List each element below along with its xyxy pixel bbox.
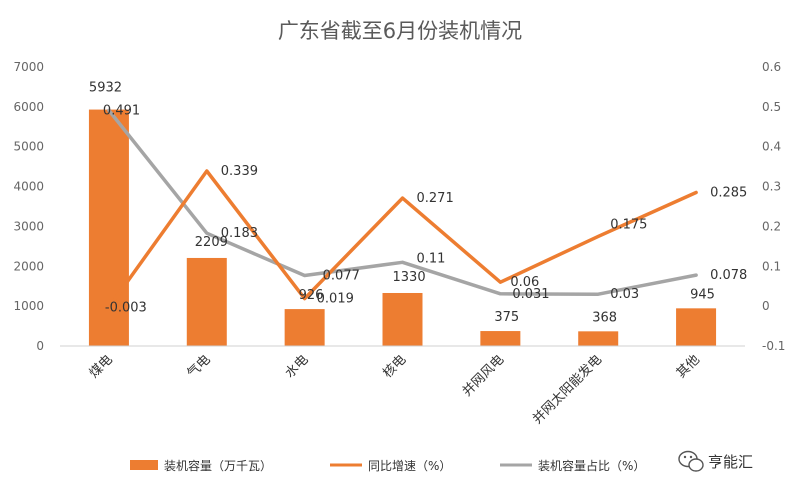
category-label: 并网太阳能发电 (529, 352, 605, 428)
legend-label-growth: 同比增速（%） (368, 459, 451, 473)
bar-value-label: 926 (299, 288, 324, 303)
left-tick-label: 3000 (13, 219, 44, 233)
right-tick-label: 0.2 (762, 219, 781, 233)
left-axis: 0 1000 2000 3000 4000 5000 6000 7000 (13, 60, 44, 353)
right-tick-label: 0 (762, 299, 770, 313)
share-value-label: 0.031 (512, 287, 549, 302)
right-axis: -0.1 0 0.1 0.2 0.3 0.4 0.5 0.6 (762, 60, 785, 353)
legend: 装机容量（万千瓦） 同比增速（%） 装机容量占比（%） (130, 458, 645, 473)
legend-swatch-capacity (130, 460, 158, 470)
line-yoy-growth (107, 169, 698, 310)
category-label: 水电 (282, 352, 311, 381)
bar-value-label: 368 (592, 310, 617, 325)
data-labels: 5932 2209 926 1330 375 368 945 -0.003 0.339 0.019… (89, 81, 747, 326)
watermark-text: 亨能汇 (708, 453, 753, 471)
left-tick-label: 0 (36, 339, 44, 353)
bar-value-label: 945 (690, 287, 715, 302)
share-value-label: 0.491 (103, 103, 140, 118)
bar-value-label: 375 (494, 310, 519, 325)
growth-value-label: -0.003 (105, 300, 147, 315)
bar (284, 309, 325, 346)
legend-label-share: 装机容量占比（%） (538, 458, 645, 473)
left-tick-label: 6000 (13, 100, 44, 114)
right-tick-label: 0.1 (762, 259, 781, 273)
growth-value-label: 0.019 (317, 292, 354, 307)
category-axis: 煤电 气电 水电 核电 并网风电 并网太阳能发电 其他 (60, 345, 745, 428)
share-value-label: 0.078 (710, 268, 747, 283)
right-tick-label: 0.4 (762, 140, 781, 154)
bar (676, 308, 717, 346)
chart-title: 广东省截至6月份装机情况 (278, 19, 522, 43)
growth-value-label: 0.175 (610, 217, 647, 232)
right-tick-label: 0.3 (762, 180, 781, 194)
bar (480, 331, 521, 346)
line-capacity-share (107, 108, 698, 296)
share-value-label: 0.11 (417, 251, 446, 266)
bar (186, 257, 227, 346)
right-tick-label: -0.1 (762, 339, 785, 353)
bar (382, 292, 423, 346)
left-tick-label: 7000 (13, 60, 44, 74)
bar-value-label: 2209 (195, 235, 228, 250)
category-label: 其他 (674, 352, 703, 381)
legend-label-capacity: 装机容量（万千瓦） (164, 458, 272, 473)
bar-series (88, 109, 717, 346)
left-tick-label: 2000 (13, 259, 44, 273)
category-label: 核电 (380, 352, 409, 381)
share-value-label: 0.183 (221, 226, 258, 241)
right-tick-label: 0.5 (762, 100, 781, 114)
growth-value-label: 0.271 (417, 191, 454, 206)
growth-value-label: 0.285 (710, 186, 747, 201)
share-value-label: 0.03 (610, 287, 639, 302)
line-series (107, 108, 698, 310)
growth-value-label: 0.339 (221, 164, 258, 179)
category-label: 煤电 (87, 352, 116, 381)
bar (578, 331, 619, 346)
category-label: 气电 (184, 352, 214, 382)
left-tick-label: 4000 (13, 180, 44, 194)
category-label: 并网风电 (460, 352, 507, 399)
watermark: 亨能汇 (678, 450, 753, 472)
wechat-icon (678, 450, 704, 472)
growth-value-label: 0.06 (510, 275, 539, 290)
left-tick-label: 5000 (13, 140, 44, 154)
right-tick-label: 0.6 (762, 60, 781, 74)
left-tick-label: 1000 (13, 299, 44, 313)
share-value-label: 0.077 (323, 268, 360, 283)
bar-value-label: 1330 (393, 270, 426, 285)
bar-value-label: 5932 (89, 81, 122, 96)
